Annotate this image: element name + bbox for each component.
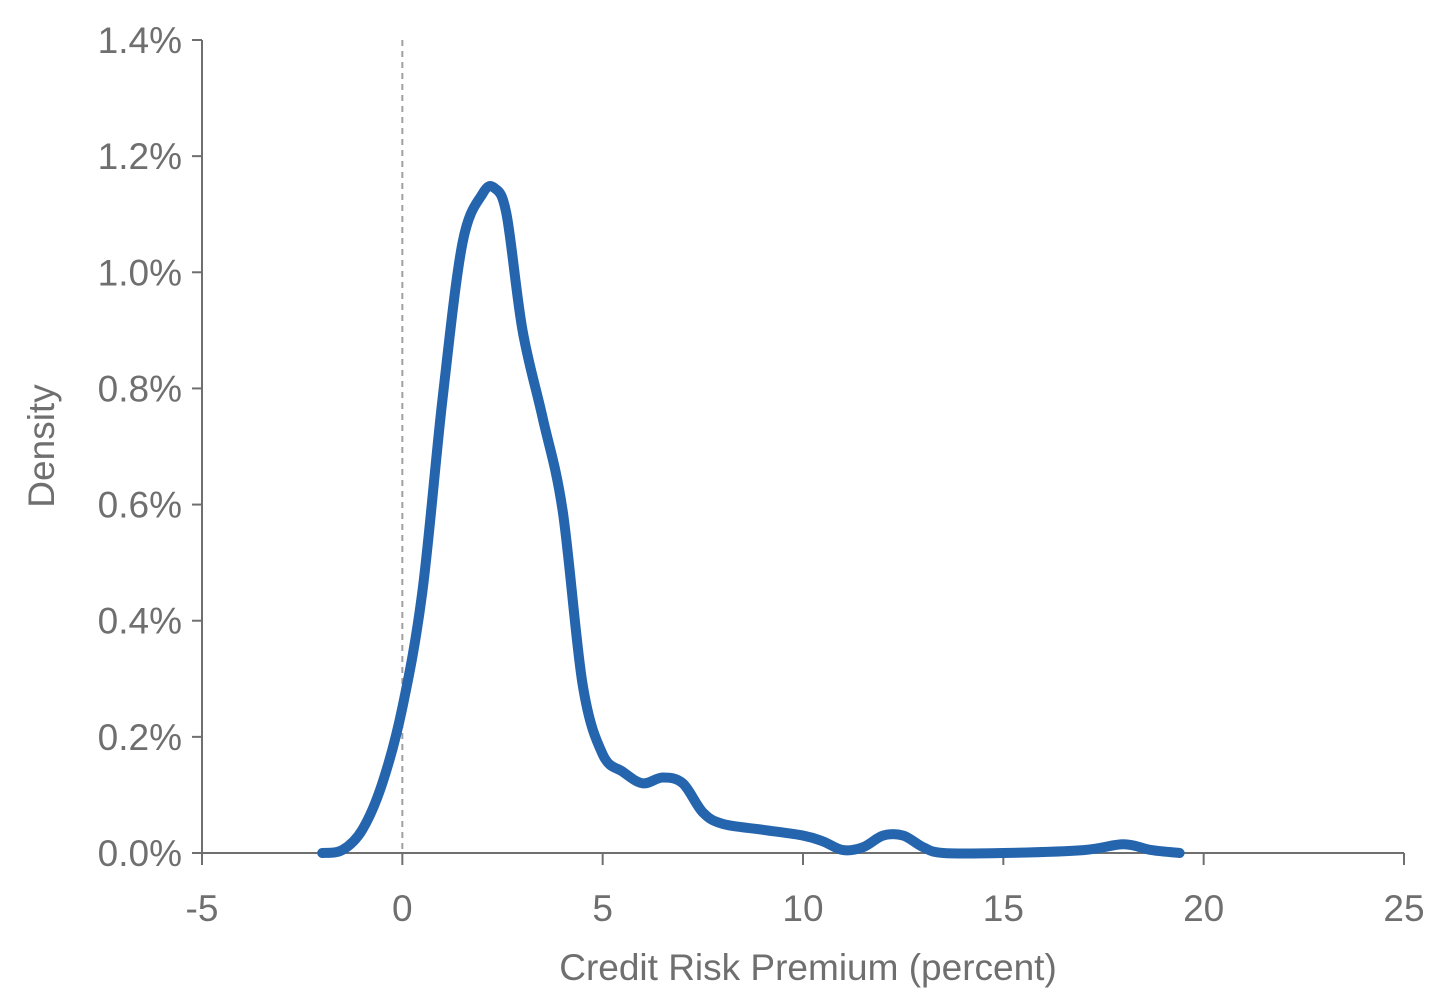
x-tick-label: 0 bbox=[392, 888, 413, 929]
density-curve bbox=[317, 181, 1185, 859]
y-axis-title: Density bbox=[21, 384, 62, 508]
x-tick-label: 15 bbox=[983, 888, 1024, 929]
y-tick-label: 0.2% bbox=[98, 717, 182, 758]
series-layer bbox=[317, 181, 1185, 859]
x-tick-label: 10 bbox=[782, 888, 823, 929]
axes-layer: 0.0% 0.2% 0.4% 0.6% 0.8% 1.0% 1.2% 1.4% -5 0 5 10 15… bbox=[98, 20, 1425, 929]
y-tick-label: 1.0% bbox=[98, 252, 182, 293]
y-tick-label: 0.0% bbox=[98, 833, 182, 874]
x-tick-label: 20 bbox=[1183, 888, 1224, 929]
x-tick-label: -5 bbox=[186, 888, 219, 929]
y-tick-label: 1.2% bbox=[98, 136, 182, 177]
x-axis-title: Credit Risk Premium (percent) bbox=[559, 947, 1057, 988]
y-tick-label: 0.8% bbox=[98, 368, 182, 409]
x-tick-label: 25 bbox=[1383, 888, 1424, 929]
y-tick-label: 1.4% bbox=[98, 20, 182, 61]
x-tick-label: 5 bbox=[592, 888, 613, 929]
y-tick-label: 0.4% bbox=[98, 601, 182, 642]
y-tick-label: 0.6% bbox=[98, 485, 182, 526]
